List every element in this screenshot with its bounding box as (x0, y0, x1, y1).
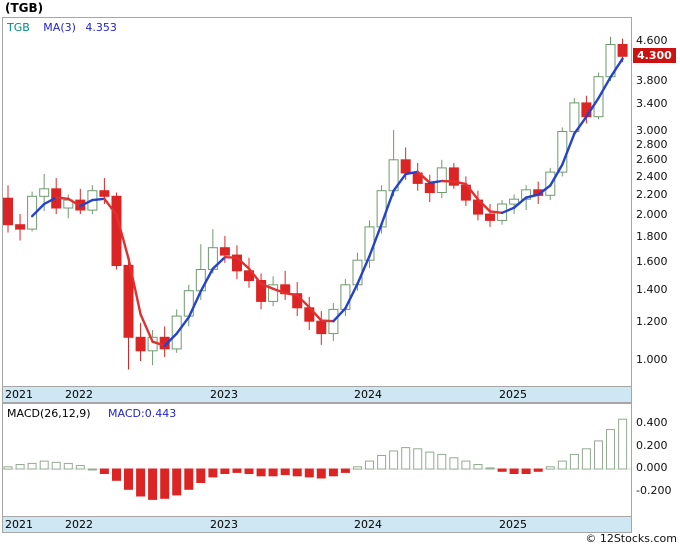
legend-ma-label: MA(3) (43, 21, 76, 34)
price-axis-label: 2.400 (636, 170, 668, 183)
macd-indicator-label: MACD(26,12,9) (7, 407, 91, 420)
year-label: 2024 (354, 388, 382, 401)
macd-indicator-value: MACD:0.443 (108, 407, 177, 420)
x-axis-year-band-bottom: 2021 2022 2023 2024 2025 (2, 517, 632, 533)
price-axis-label: 2.200 (636, 188, 668, 201)
price-axis-label: 1.200 (636, 315, 668, 328)
price-chart-panel: TGB MA(3) 4.353 (2, 17, 632, 387)
price-axis-label: 2.000 (636, 208, 668, 221)
price-axis-label: 2.600 (636, 153, 668, 166)
price-axis-label: 3.400 (636, 97, 668, 110)
year-label: 2022 (65, 388, 93, 401)
macd-panel: MACD(26,12,9) MACD:0.443 (2, 403, 632, 517)
year-label: 2023 (210, 388, 238, 401)
price-axis-label: 2.800 (636, 138, 668, 151)
year-label: 2025 (499, 388, 527, 401)
year-label: 2023 (210, 518, 238, 531)
year-label: 2022 (65, 518, 93, 531)
year-label: 2025 (499, 518, 527, 531)
legend-symbol: TGB (7, 21, 30, 34)
macd-legend: MACD(26,12,9) MACD:0.443 (7, 407, 186, 420)
price-axis-label: 1.400 (636, 283, 668, 296)
price-axis-label: 1.000 (636, 353, 668, 366)
x-axis-year-band-top: 2021 2022 2023 2024 2025 (2, 387, 632, 403)
price-axis-label: 1.600 (636, 255, 668, 268)
macd-axis-label: 0.200 (636, 439, 668, 452)
year-label: 2024 (354, 518, 382, 531)
year-label: 2021 (5, 518, 33, 531)
last-price-tag: 4.300 (633, 48, 676, 63)
price-legend: TGB MA(3) 4.353 (7, 21, 127, 34)
price-axis-label: 4.600 (636, 34, 668, 47)
macd-axis-label: -0.200 (636, 484, 672, 497)
candlestick-chart (3, 36, 628, 370)
year-label: 2021 (5, 388, 33, 401)
price-axis-label: 3.000 (636, 124, 668, 137)
price-axis-label: 1.800 (636, 230, 668, 243)
macd-axis-label: 0.000 (636, 461, 668, 474)
legend-ma-value: 4.353 (85, 21, 117, 34)
price-axis-label: 3.800 (636, 74, 668, 87)
copyright-link[interactable]: © 12Stocks.com (585, 532, 677, 545)
macd-axis-label: 0.400 (636, 416, 668, 429)
ticker-title: (TGB) (5, 1, 44, 15)
macd-histogram (3, 418, 631, 500)
